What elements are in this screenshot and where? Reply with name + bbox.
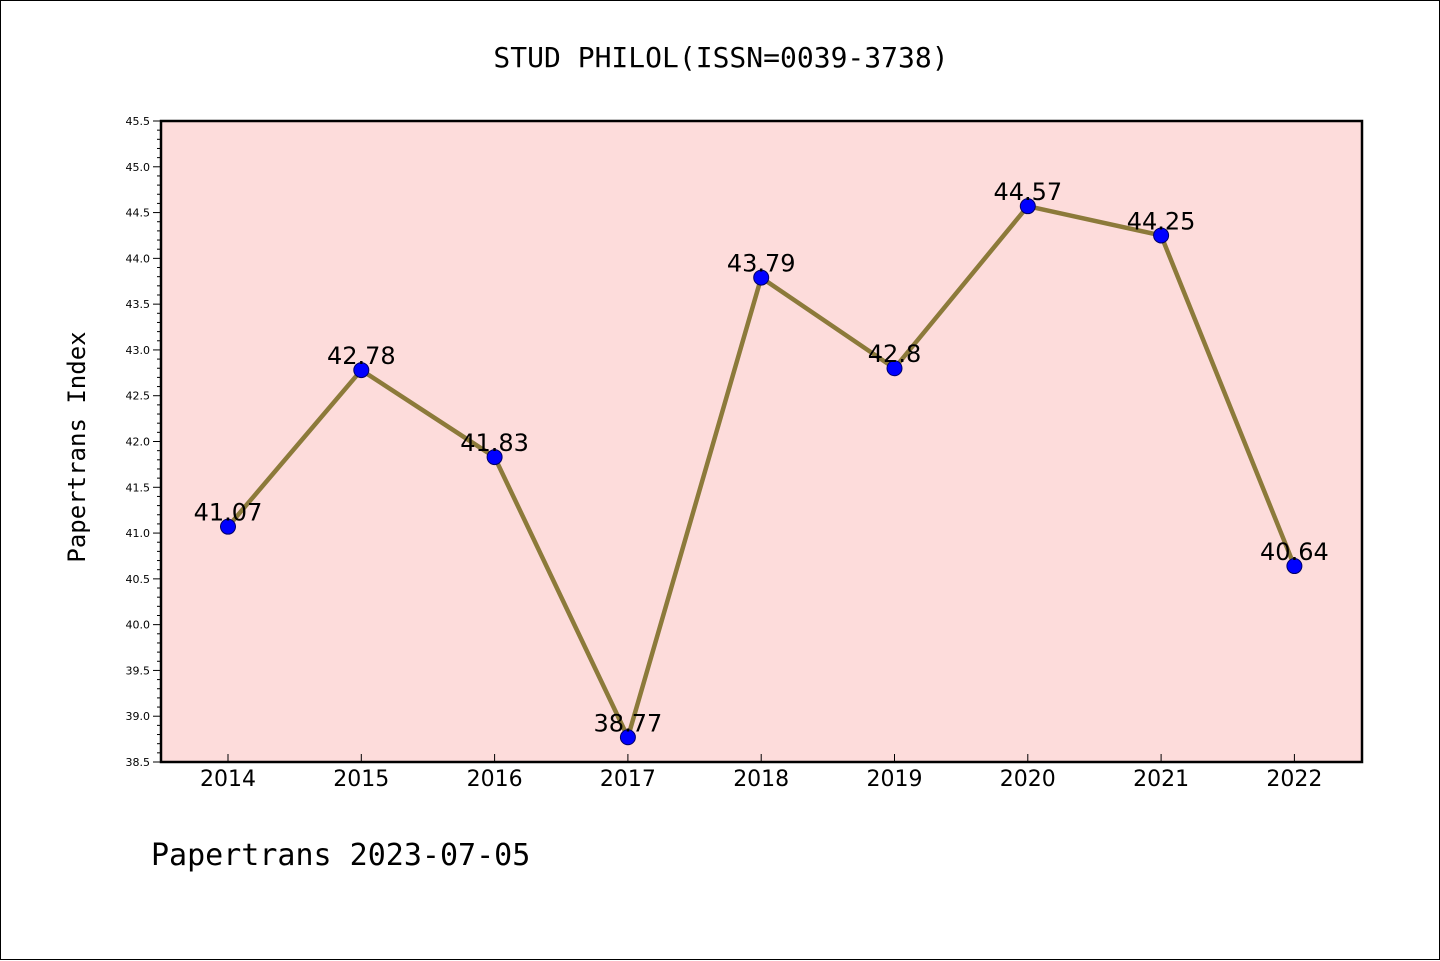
y-tick-label: 44.0 <box>126 252 151 265</box>
y-tick-label: 42.5 <box>126 390 151 403</box>
data-label-2021: 44.25 <box>1127 207 1196 235</box>
y-tick-label: 39.5 <box>126 664 151 677</box>
y-tick-label: 45.5 <box>126 115 151 128</box>
data-label-2020: 44.57 <box>993 178 1062 206</box>
y-tick-label: 41.0 <box>126 527 151 540</box>
x-tick-label: 2022 <box>1266 767 1322 792</box>
y-axis: 38.5 39.0 39.5 40.0 40.5 41.0 41.5 42.0 42.5 43.0… <box>126 115 161 769</box>
y-tick-label: 38.5 <box>126 756 151 769</box>
y-tick-label: 43.5 <box>126 298 151 311</box>
data-label-2022: 40.64 <box>1260 538 1329 566</box>
data-point-2022 <box>1286 558 1303 575</box>
data-point-2016 <box>486 449 503 466</box>
y-tick-label: 40.5 <box>126 573 151 586</box>
footer-text: Papertrans 2023-07-05 <box>151 838 530 873</box>
y-tick-label: 40.0 <box>126 619 151 632</box>
data-point-2014 <box>220 518 236 535</box>
data-point-2018 <box>753 269 770 286</box>
y-tick-label: 42.0 <box>126 436 151 449</box>
y-axis-label: Papertrans Index <box>63 331 91 562</box>
x-tick-label: 2015 <box>333 767 389 792</box>
data-point-2019 <box>886 360 903 377</box>
data-point-2021 <box>1153 227 1170 244</box>
data-point-2015 <box>353 362 370 379</box>
y-tick-label: 44.5 <box>126 207 151 220</box>
data-label-2014: 41.07 <box>194 499 263 527</box>
data-label-2016: 41.83 <box>460 429 529 457</box>
plot-border <box>159 119 1364 764</box>
x-tick-label: 2017 <box>600 767 656 792</box>
data-label-2015: 42.78 <box>327 342 396 370</box>
y-tick-label: 41.5 <box>126 481 151 494</box>
data-label-2018: 43.79 <box>727 250 796 278</box>
x-tick-label: 2021 <box>1133 767 1189 792</box>
x-tick-label: 2018 <box>733 767 789 792</box>
chart-title: STUD PHILOL(ISSN=0039-3738) <box>493 41 948 74</box>
data-point-2020 <box>1019 198 1036 215</box>
x-tick-label: 2016 <box>467 767 523 792</box>
series-group <box>220 198 1303 746</box>
x-tick-label: 2020 <box>1000 767 1056 792</box>
data-labels-group: 41.07 42.78 41.83 38.77 43.79 42.8 44.57 44.25 4… <box>194 178 1329 737</box>
x-tick-label: 2014 <box>200 767 256 792</box>
x-axis: 2014 2015 2016 2017 2018 2019 2020 2021 2022 <box>200 754 1322 792</box>
x-tick-label: 2019 <box>867 767 923 792</box>
y-tick-label: 43.0 <box>126 344 151 357</box>
y-tick-label: 39.0 <box>126 710 151 723</box>
data-label-2017: 38.77 <box>594 709 663 737</box>
y-tick-label: 45.0 <box>126 161 151 174</box>
data-label-2019: 42.8 <box>868 340 921 368</box>
data-point-2017 <box>619 729 636 746</box>
